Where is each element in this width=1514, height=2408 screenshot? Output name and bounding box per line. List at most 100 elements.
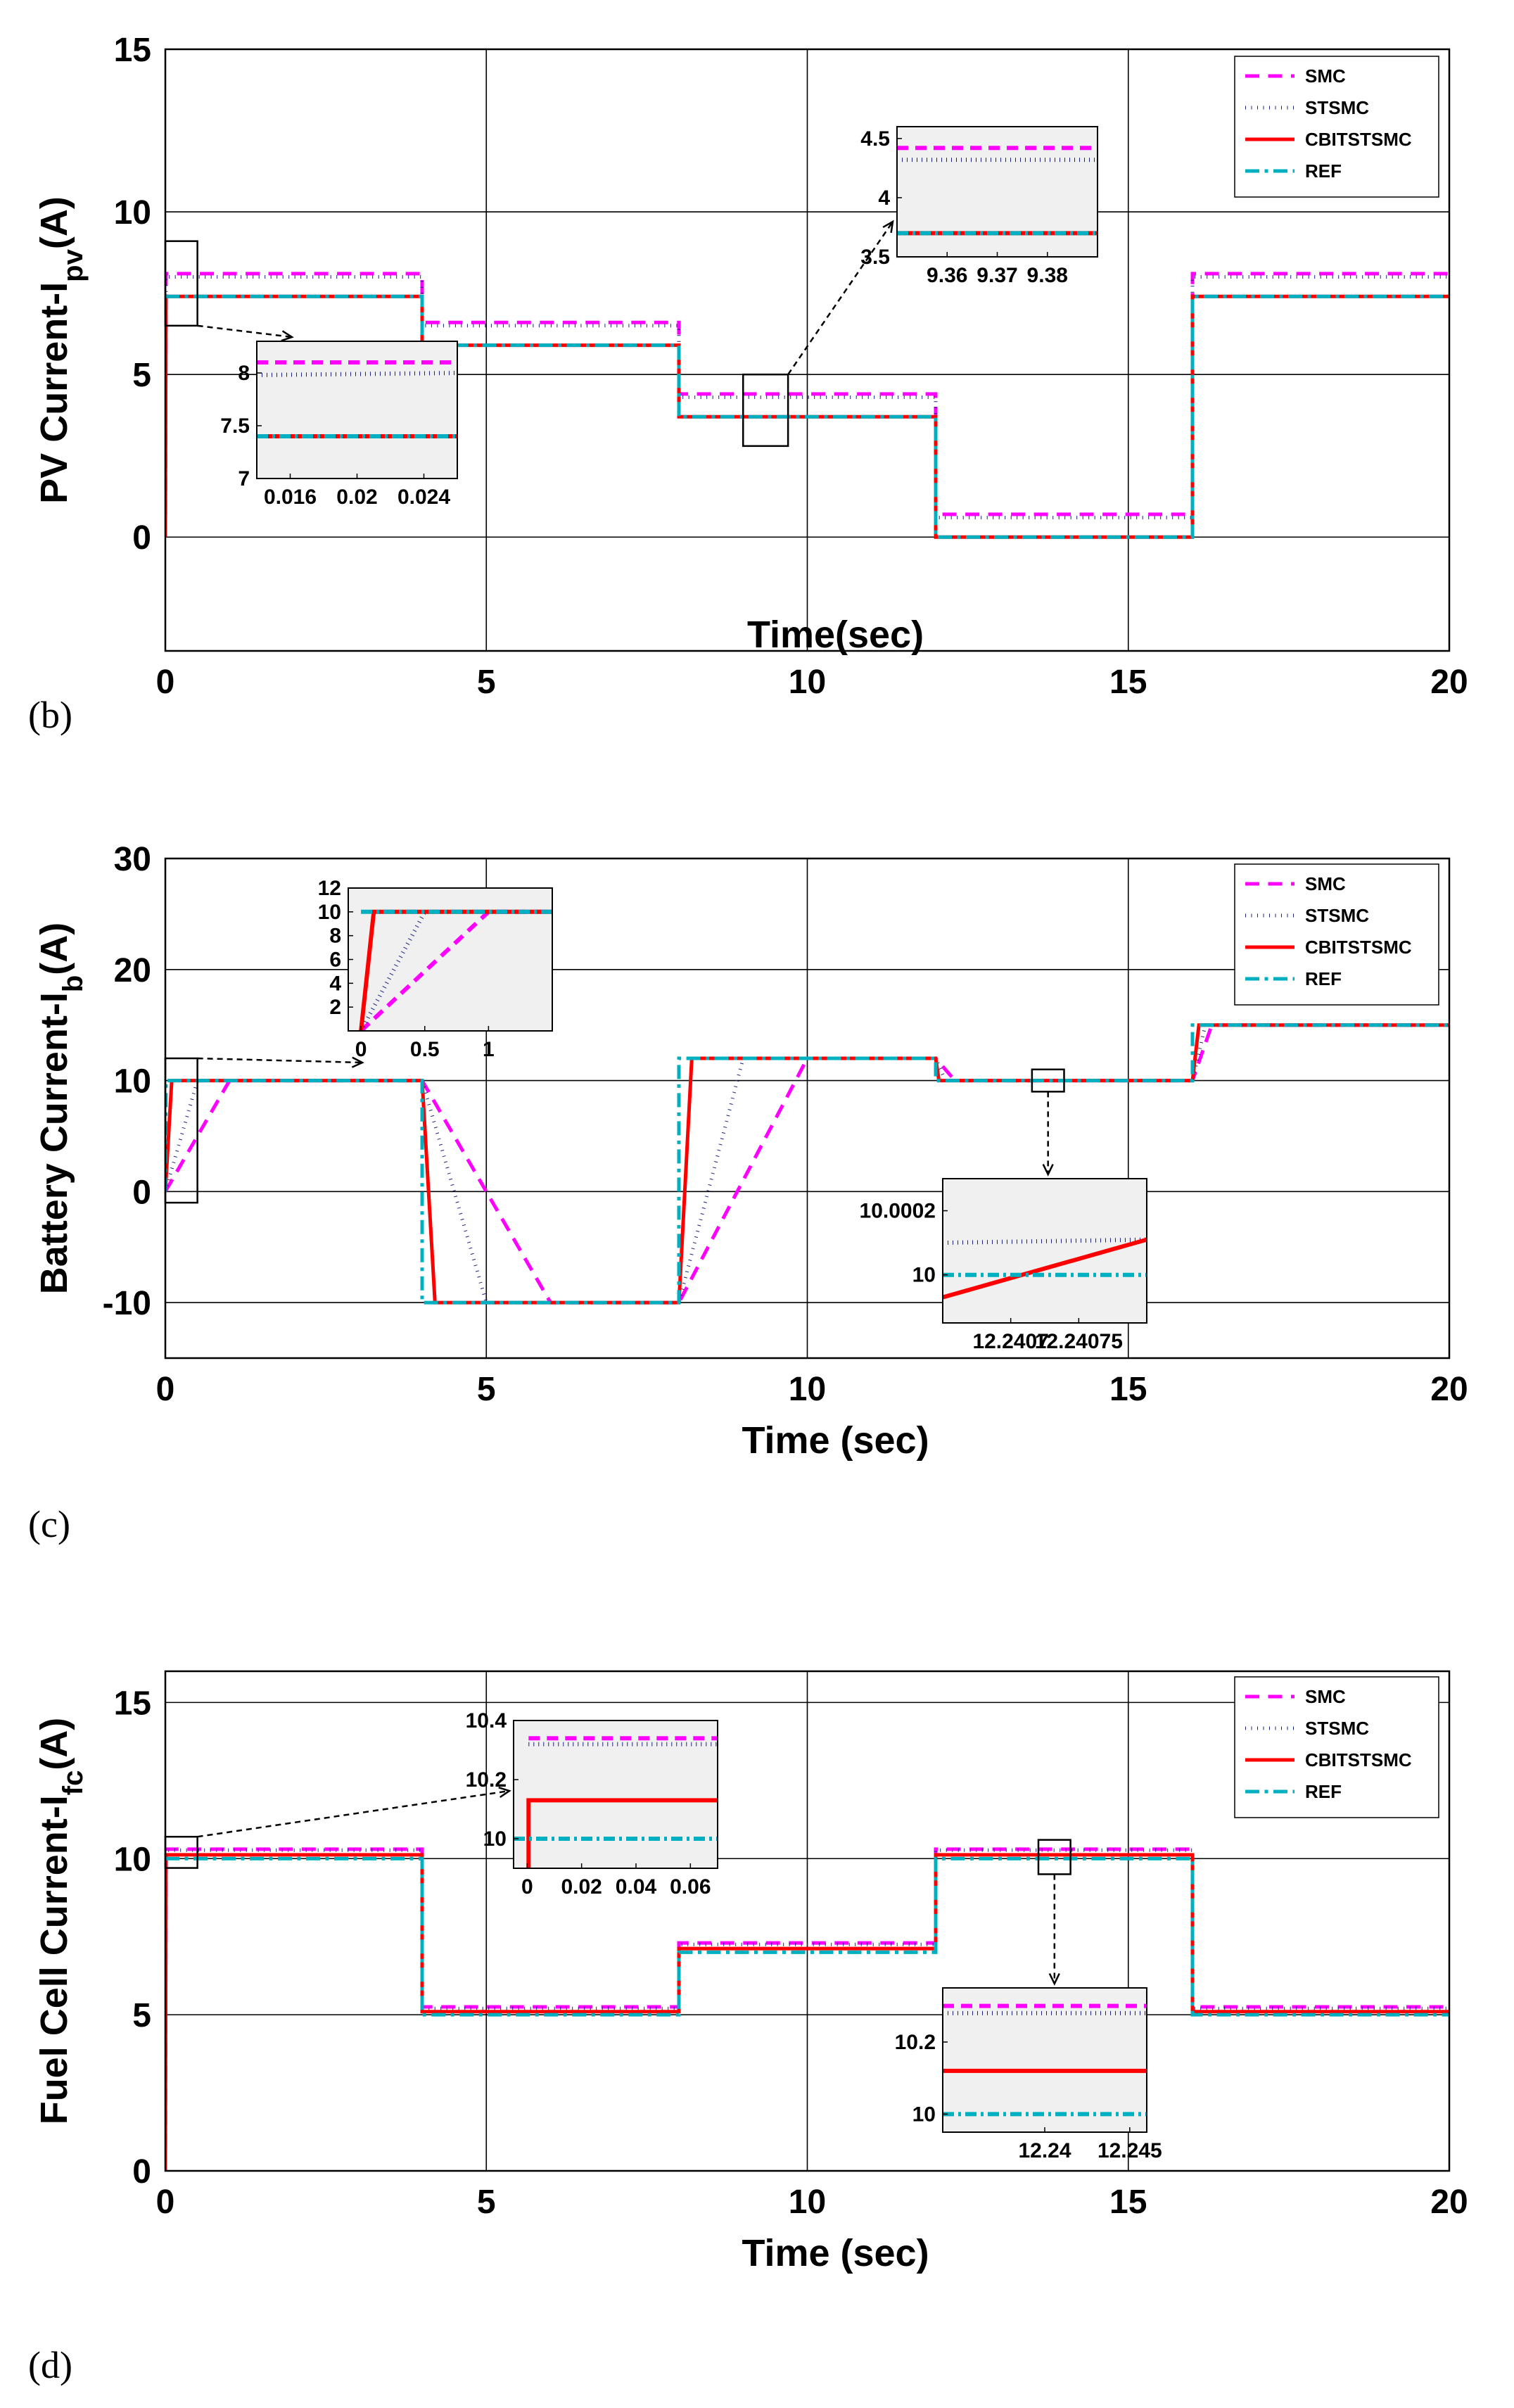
inset-y-tick-label: 10.2 — [895, 2031, 936, 2054]
x-tick-label: 10 — [789, 1371, 826, 1408]
inset-y-tick-label: 4 — [329, 972, 341, 995]
inset-y-tick-label: 7 — [238, 467, 250, 490]
inset-y-tick-label: 4 — [878, 186, 890, 210]
inset-y-tick-label: 10 — [912, 2103, 936, 2126]
y-tick-label: 15 — [114, 1685, 151, 1722]
inset-x-tick-label: 0.02 — [561, 1875, 602, 1899]
inset-y-tick-label: 10.4 — [466, 1709, 507, 1732]
x-tick-label: 10 — [789, 664, 826, 701]
legend-label-stsmc: STSMC — [1305, 97, 1369, 118]
inset-y-tick-label: 12 — [318, 877, 341, 900]
x-tick-label: 0 — [156, 2184, 175, 2221]
y-axis-label: Fuel Cell Current-Ifc(A) — [33, 1718, 89, 2125]
inset-y-tick-label: 8 — [329, 925, 341, 948]
legend-label-smc: SMC — [1305, 873, 1346, 894]
inset-y-tick-label: 4.5 — [860, 127, 890, 151]
chart-panel-0: 0 5 10 15 20 0 5 10 15 SMC STSMC CBITSTSMC REF Time(s… — [33, 32, 1468, 701]
inset-x-tick-label: 0 — [521, 1875, 533, 1899]
zoom-arrowhead — [498, 1787, 511, 1799]
inset-x-tick-label: 12.24075 — [1035, 1330, 1123, 1353]
zoom-box — [742, 373, 789, 448]
legend-label-cbitstsmc: CBITSTSMC — [1305, 937, 1412, 958]
x-axis-label: Time (sec) — [742, 2232, 929, 2274]
inset-y-tick-label: 10 — [483, 1827, 507, 1851]
y-tick-label: 5 — [132, 1997, 151, 2034]
inset-x-tick-label: 12.245 — [1098, 2139, 1162, 2162]
legend-label-smc: SMC — [1305, 1686, 1346, 1707]
legend-label-cbitstsmc: CBITSTSMC — [1305, 129, 1412, 150]
x-tick-label: 15 — [1109, 2184, 1147, 2221]
inset-area — [943, 1988, 1147, 2132]
inset-y-tick-label: 7.5 — [220, 414, 250, 438]
legend-box — [1234, 1676, 1439, 1818]
y-tick-label: 5 — [132, 357, 151, 394]
x-tick-label: 20 — [1430, 1371, 1468, 1408]
x-tick-label: 5 — [477, 2184, 496, 2221]
inset-y-tick-label: 10.0002 — [860, 1200, 936, 1223]
legend-label-stsmc: STSMC — [1305, 1718, 1369, 1739]
inset-x-tick-label: 0.024 — [397, 486, 450, 509]
zoom-arrow — [787, 221, 894, 375]
legend-box — [1234, 863, 1439, 1006]
inset-series-cbitstsmc — [943, 1237, 1147, 1300]
inset-x-tick-label: 0.5 — [410, 1038, 440, 1061]
inset-x-tick-label: 0.02 — [336, 486, 377, 509]
zoom-box — [164, 240, 198, 327]
legend-box — [1234, 56, 1439, 198]
chart-panel-2: 0 5 10 15 20 0 5 10 15 SMC STSMC CBITSTSMC REF Time (… — [33, 1670, 1468, 2274]
inset-x-tick-label: 0 — [355, 1038, 367, 1061]
inset-x-tick-label: 0.016 — [264, 486, 317, 509]
inset-x-tick-label: 9.37 — [977, 264, 1017, 287]
inset-frame — [513, 1720, 718, 1869]
panel-label-b: (b) — [28, 694, 72, 736]
y-tick-label: 20 — [114, 952, 151, 989]
inset-area — [514, 1721, 718, 1868]
series-ref — [165, 1023, 1449, 1305]
x-tick-label: 5 — [477, 1371, 496, 1408]
inset-frame — [942, 1178, 1147, 1324]
series-ref — [165, 294, 1449, 539]
y-tick-label: 0 — [132, 519, 151, 557]
y-axis-label: PV Current-Ipv(A) — [33, 196, 89, 504]
y-tick-label: 10 — [114, 1841, 151, 1878]
zoom-arrow — [197, 1789, 510, 1838]
y-tick-label: 0 — [132, 1174, 151, 1211]
inset-y-tick-label: 8 — [238, 362, 250, 385]
inset-area — [348, 888, 552, 1031]
inset-0: 7 7.5 8 0.016 0.02 0.024 — [220, 341, 458, 509]
x-tick-label: 5 — [477, 664, 496, 701]
panel-label-c: (c) — [28, 1503, 70, 1545]
inset-x-tick-label: 12.24 — [1018, 2139, 1071, 2162]
y-tick-label: 10 — [114, 1063, 151, 1101]
y-tick-label: -10 — [103, 1285, 151, 1322]
inset-series-cbitstsmc — [526, 1798, 718, 1868]
inset-x-tick-label: 1 — [483, 1038, 495, 1061]
y-tick-label: 0 — [132, 2153, 151, 2191]
series-stsmc — [165, 275, 1449, 538]
zoom-box — [164, 1057, 198, 1204]
zoom-arrowhead — [882, 220, 894, 234]
inset-y-tick-label: 2 — [329, 996, 341, 1019]
inset-x-tick-label: 9.36 — [927, 264, 967, 287]
y-axis-label: Battery Current-Ib(A) — [33, 923, 89, 1294]
y-tick-label: 30 — [114, 841, 151, 878]
legend-label-ref: REF — [1305, 968, 1342, 989]
inset-x-tick-label: 9.38 — [1027, 264, 1068, 287]
zoom-arrow — [197, 1057, 363, 1064]
zoom-arrowhead — [281, 330, 294, 342]
inset-y-tick-label: 6 — [329, 949, 341, 972]
y-tick-label: 15 — [114, 32, 151, 69]
axes-frame — [164, 48, 1451, 652]
x-tick-label: 10 — [789, 2184, 826, 2221]
legend-label-smc: SMC — [1305, 65, 1346, 87]
panel-label-d: (d) — [28, 2344, 72, 2386]
zoom-arrow — [197, 324, 293, 338]
inset-series-cbitstsmc — [359, 909, 552, 1031]
inset-1: 3.5 4 4.5 9.36 9.37 9.38 — [860, 126, 1098, 287]
zoom-arrowhead — [351, 1056, 364, 1068]
legend-label-cbitstsmc: CBITSTSMC — [1305, 1749, 1412, 1770]
inset-area — [943, 1179, 1147, 1323]
